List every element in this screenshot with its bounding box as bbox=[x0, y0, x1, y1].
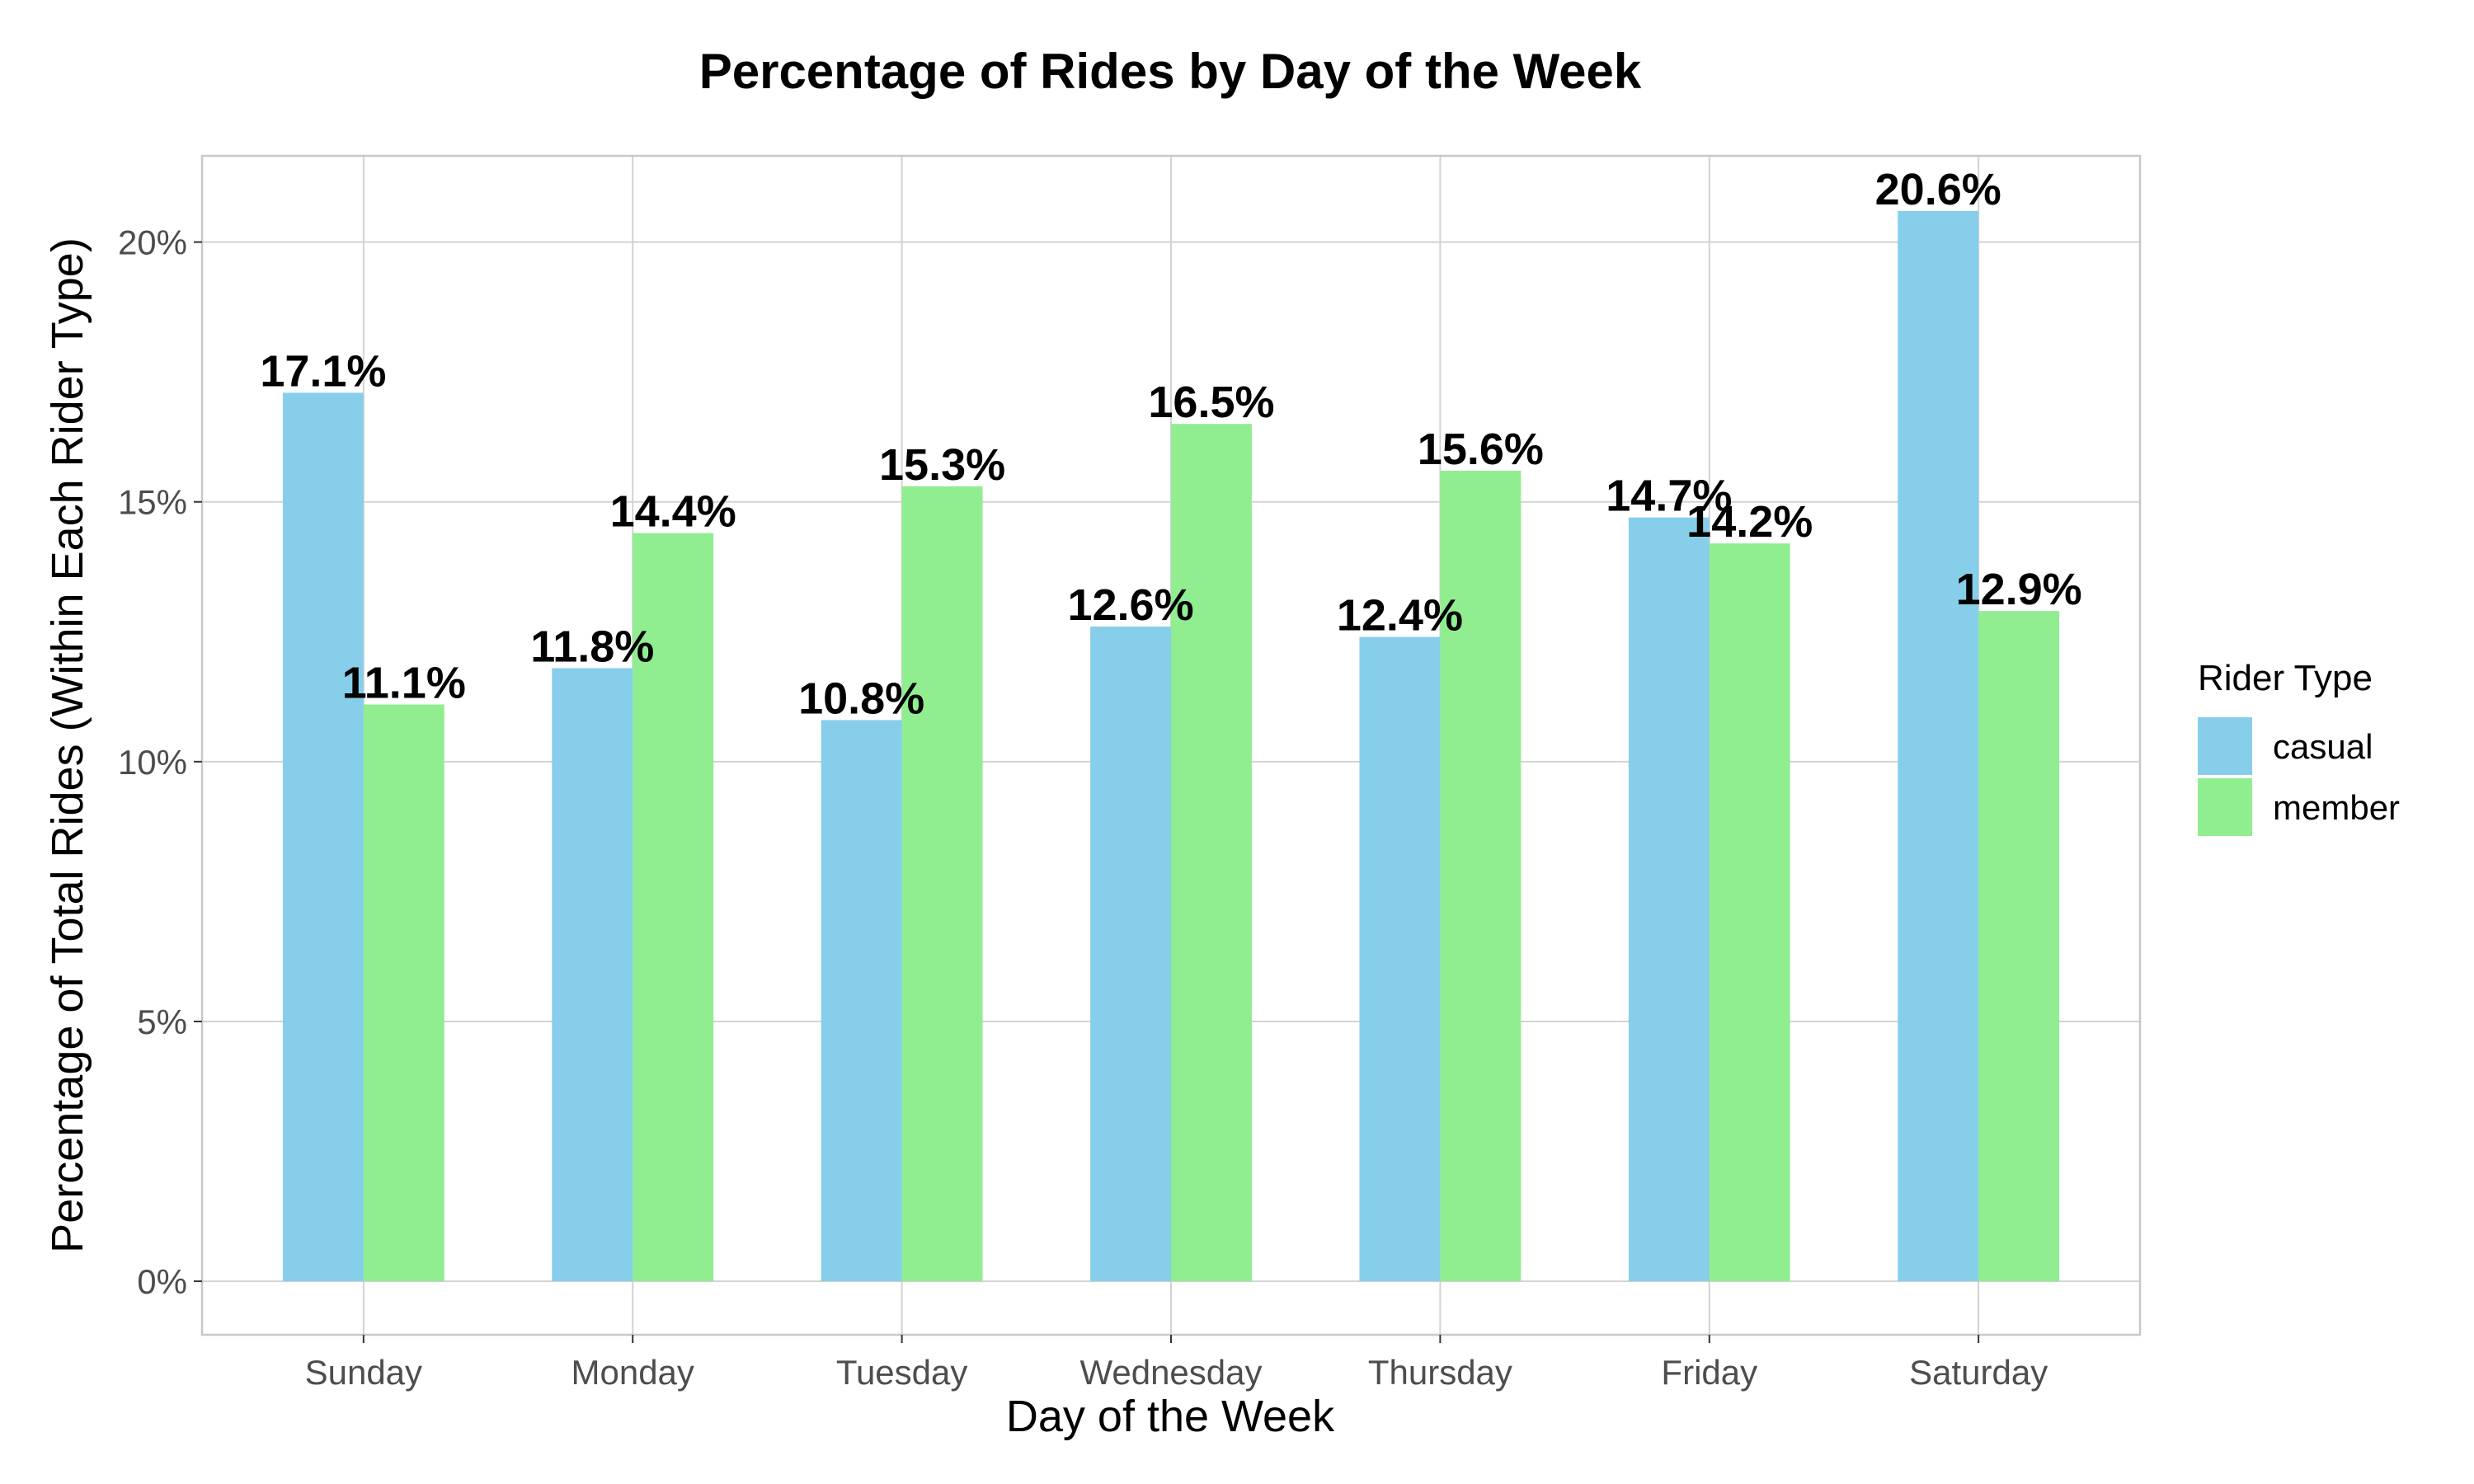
y-tick-label: 20% bbox=[118, 223, 187, 262]
bar-casual bbox=[552, 668, 633, 1282]
x-axis-ticks: Sunday Monday Tuesday Wednesday Thursday Frid… bbox=[305, 1335, 2048, 1392]
legend: Rider Type casual member bbox=[2198, 658, 2400, 836]
data-label-member: 14.2% bbox=[1686, 497, 1813, 547]
bar-casual bbox=[1090, 626, 1171, 1282]
bar-member bbox=[363, 704, 444, 1282]
bar-member bbox=[1978, 611, 2060, 1282]
x-tick-label: Friday bbox=[1661, 1353, 1757, 1392]
x-tick-label: Monday bbox=[571, 1353, 694, 1392]
bar-casual bbox=[282, 392, 364, 1282]
data-labels: 17.1% 11.8% 10.8% 12.6% 12.4% 14.7% 20.6% 11.1%… bbox=[260, 165, 2081, 724]
legend-swatch-casual bbox=[2198, 717, 2252, 775]
y-tick-label: 10% bbox=[118, 743, 187, 782]
data-label-casual: 12.6% bbox=[1067, 580, 1193, 630]
data-label-casual: 17.1% bbox=[260, 346, 386, 396]
y-axis-title: Percentage of Total Rides (Within Each R… bbox=[43, 237, 92, 1253]
legend-title: Rider Type bbox=[2198, 658, 2373, 698]
bar-casual bbox=[1898, 210, 1979, 1282]
data-label-member: 16.5% bbox=[1148, 378, 1274, 427]
data-label-member: 15.3% bbox=[879, 440, 1005, 490]
bar-member bbox=[633, 533, 714, 1282]
data-label-member: 11.1% bbox=[342, 659, 466, 708]
x-tick-label: Tuesday bbox=[836, 1353, 968, 1392]
data-label-casual: 14.7% bbox=[1606, 472, 1732, 521]
bar-casual bbox=[1359, 636, 1441, 1282]
bar-member bbox=[1709, 543, 1790, 1282]
data-label-casual: 20.6% bbox=[1875, 165, 2001, 214]
y-tick-label: 15% bbox=[118, 483, 187, 522]
bar-member bbox=[901, 486, 983, 1282]
bar-casual bbox=[1628, 517, 1710, 1282]
legend-items: casual member bbox=[2198, 717, 2400, 836]
bar-member bbox=[1440, 470, 1522, 1282]
x-axis-title: Day of the Week bbox=[1006, 1392, 1335, 1441]
x-tick-label: Thursday bbox=[1368, 1353, 1512, 1392]
bar-casual bbox=[821, 720, 902, 1282]
x-tick-label: Saturday bbox=[1909, 1353, 2048, 1392]
data-label-casual: 11.8% bbox=[530, 622, 654, 671]
bar-member bbox=[1171, 424, 1252, 1282]
chart-title: Percentage of Rides by Day of the Week bbox=[699, 44, 1642, 99]
data-label-member: 12.9% bbox=[1956, 565, 2082, 614]
bars bbox=[282, 210, 2060, 1282]
data-label-casual: 12.4% bbox=[1337, 591, 1463, 641]
x-tick-label: Sunday bbox=[305, 1353, 422, 1392]
y-axis-ticks: 0% 5% 10% 15% 20% bbox=[118, 223, 202, 1301]
legend-swatch-member bbox=[2198, 778, 2252, 836]
data-label-member: 14.4% bbox=[610, 487, 736, 537]
data-label-member: 15.6% bbox=[1418, 425, 1544, 474]
data-label-casual: 10.8% bbox=[798, 674, 924, 723]
y-tick-label: 5% bbox=[137, 1003, 187, 1041]
legend-label-casual: casual bbox=[2273, 727, 2373, 766]
legend-label-member: member bbox=[2273, 788, 2400, 827]
x-tick-label: Wednesday bbox=[1079, 1353, 1262, 1392]
y-tick-label: 0% bbox=[137, 1262, 187, 1301]
